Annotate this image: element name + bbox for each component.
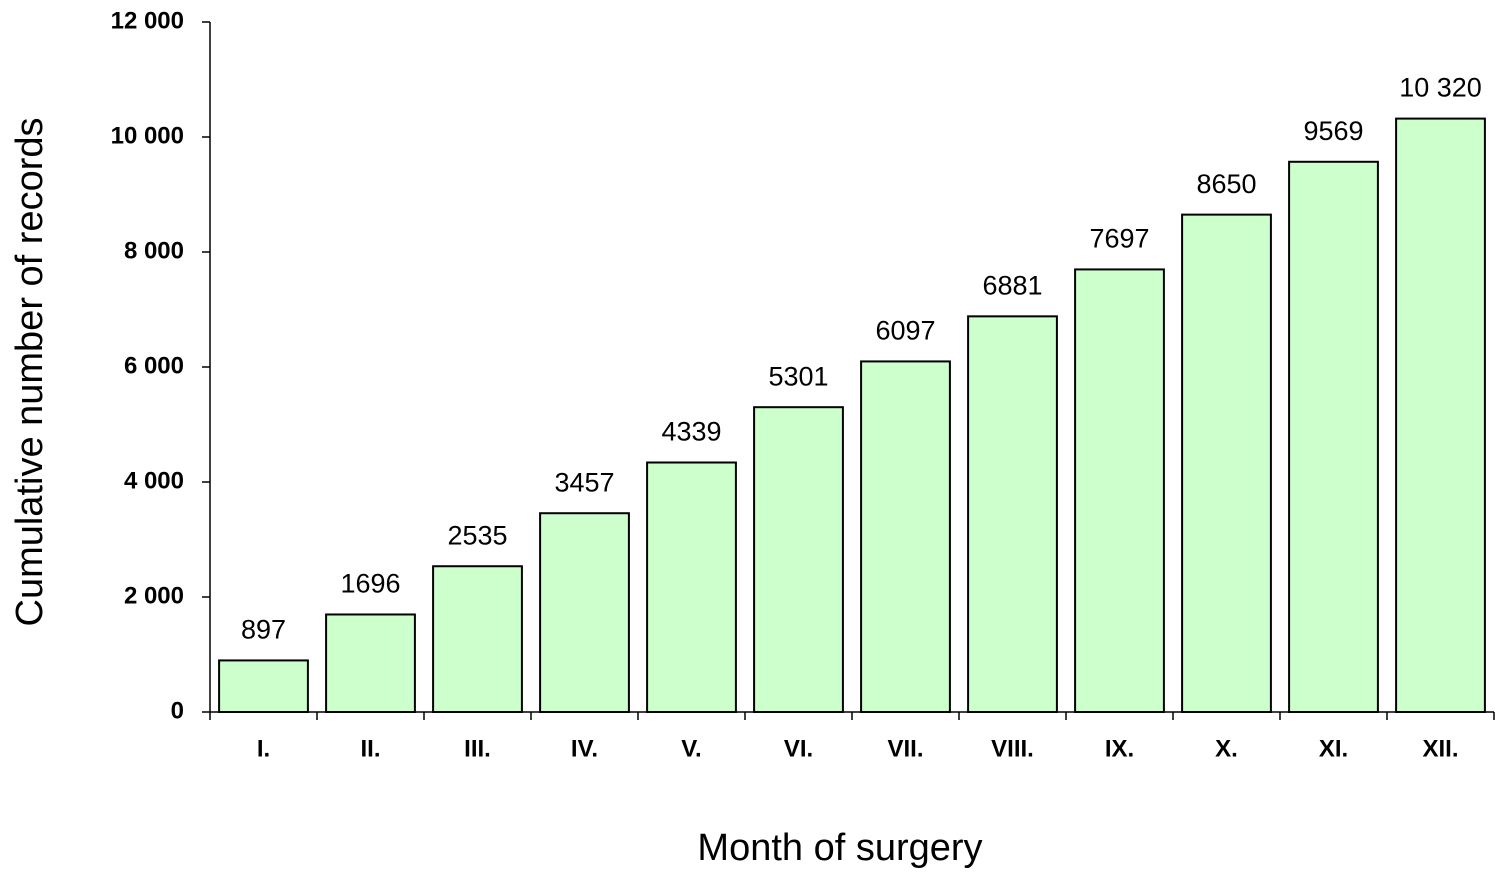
y-tick-label: 6 000 xyxy=(124,352,184,379)
bar xyxy=(1074,268,1165,713)
x-tick-label: IV. xyxy=(571,735,598,762)
x-tick-label: XII. xyxy=(1422,735,1458,762)
bar xyxy=(1288,160,1379,714)
x-tick-label: I. xyxy=(257,735,270,762)
y-tick-label: 4 000 xyxy=(124,467,184,494)
data-label: 10 320 xyxy=(1399,73,1482,103)
y-tick-label: 2 000 xyxy=(124,582,184,609)
data-label: 9569 xyxy=(1303,116,1363,146)
data-label: 6881 xyxy=(982,270,1042,300)
x-tick-label: X. xyxy=(1215,735,1238,762)
data-label: 1696 xyxy=(340,569,400,599)
x-tick-label: VII. xyxy=(887,735,923,762)
x-tick-label: IX. xyxy=(1105,735,1134,762)
data-label: 2535 xyxy=(447,520,507,550)
y-tick-label: 0 xyxy=(171,697,184,724)
y-axis-title: Cumulative number of records xyxy=(9,118,51,627)
data-label: 7697 xyxy=(1089,224,1149,254)
bar xyxy=(1181,213,1272,713)
data-label: 897 xyxy=(241,615,286,645)
bar xyxy=(753,406,844,713)
data-label: 6097 xyxy=(875,316,935,346)
bar xyxy=(218,659,309,713)
data-label: 5301 xyxy=(768,361,828,391)
data-label: 3457 xyxy=(554,467,614,497)
x-tick-label: III. xyxy=(464,735,491,762)
data-label: 8650 xyxy=(1196,169,1256,199)
x-tick-label: XI. xyxy=(1319,735,1348,762)
y-tick-label: 12 000 xyxy=(111,7,184,34)
bar xyxy=(967,315,1058,713)
bar xyxy=(646,461,737,713)
bar xyxy=(860,360,951,713)
y-tick-label: 8 000 xyxy=(124,237,184,264)
bar xyxy=(539,512,630,713)
data-label: 4339 xyxy=(661,417,721,447)
bar xyxy=(432,565,523,713)
bar xyxy=(325,613,416,713)
x-tick-label: V. xyxy=(681,735,701,762)
x-axis-title: Month of surgery xyxy=(697,827,982,869)
x-tick-label: VI. xyxy=(784,735,813,762)
y-tick-label: 10 000 xyxy=(111,122,184,149)
bar xyxy=(1395,117,1486,714)
x-tick-label: II. xyxy=(360,735,380,762)
x-tick-label: VIII. xyxy=(991,735,1034,762)
